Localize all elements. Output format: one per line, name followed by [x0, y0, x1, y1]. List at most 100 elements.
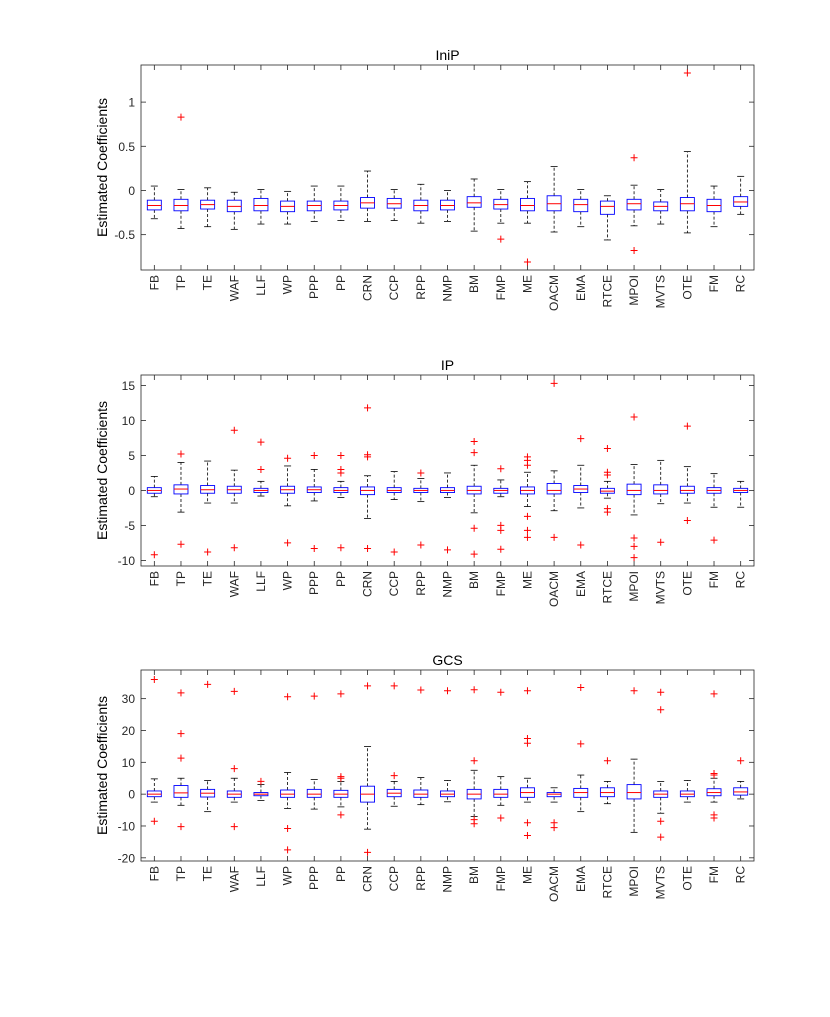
box-bm: BM — [466, 375, 482, 589]
outlier-marker — [284, 539, 292, 547]
iqr-box — [626, 483, 642, 496]
outlier-marker — [603, 471, 611, 479]
box-mpoi: MPOI — [626, 670, 642, 897]
outlier-marker — [337, 811, 345, 819]
box-ote: OTE — [679, 670, 695, 891]
outlier-marker — [497, 545, 505, 553]
outlier-marker — [523, 533, 531, 541]
box-llf: LLF — [253, 65, 269, 296]
outlier-marker — [710, 814, 718, 822]
outlier-marker — [257, 777, 265, 785]
chart-panel-ip: IP Estimated Coefficients -10 -5 0 5 10 15 FB TP T… — [94, 357, 755, 607]
x-tick-label: LLF — [254, 275, 268, 296]
outlier-marker — [470, 449, 478, 457]
x-tick-label: ME — [520, 275, 534, 293]
outlier-marker — [577, 684, 585, 692]
chart-title: GCS — [432, 652, 462, 668]
y-axis-label: Estimated Coefficients — [94, 401, 110, 540]
outlier-marker — [630, 247, 638, 255]
x-tick-label: NMP — [441, 571, 455, 598]
x-tick-label: ME — [520, 866, 534, 884]
outlier-marker — [364, 848, 372, 856]
x-tick-label: FM — [707, 275, 721, 292]
box-rc: RC — [733, 65, 749, 292]
x-tick-label: MVTS — [654, 866, 668, 899]
box-crn: CRN — [360, 670, 375, 892]
x-tick-label: BM — [467, 571, 481, 589]
x-tick-label: RTCE — [600, 866, 614, 898]
outlier-marker — [284, 825, 292, 833]
outlier-marker — [523, 832, 531, 840]
outlier-marker — [310, 451, 318, 459]
box-nmp: NMP — [440, 670, 455, 893]
y-tick-label: 0.5 — [118, 140, 135, 154]
box-tp: TP — [173, 670, 189, 881]
box-ppp: PPP — [306, 670, 322, 890]
x-tick-label: TP — [174, 571, 188, 586]
outlier-marker — [204, 680, 212, 688]
x-tick-label: MPOI — [627, 571, 641, 602]
outlier-marker — [177, 113, 185, 121]
x-tick-label: EMA — [574, 866, 588, 892]
outlier-marker — [550, 533, 558, 541]
outlier-marker — [177, 450, 185, 458]
box-ccp: CCP — [386, 65, 402, 300]
outlier-marker — [364, 545, 372, 553]
x-tick-label: EMA — [574, 571, 588, 597]
box-llf: LLF — [253, 375, 269, 592]
outlier-marker — [364, 682, 372, 690]
box-me: ME — [520, 670, 535, 884]
outlier-marker — [337, 690, 345, 698]
box-fb: FB — [146, 65, 162, 290]
iqr-box — [253, 197, 269, 212]
x-tick-label: MVTS — [654, 571, 668, 604]
x-tick-label: WAF — [227, 571, 241, 597]
x-tick-label: MPOI — [627, 866, 641, 897]
chart-title: IP — [441, 357, 454, 373]
box-ccp: CCP — [386, 670, 402, 891]
x-tick-label: TE — [201, 866, 215, 881]
box-ema: EMA — [573, 65, 589, 301]
x-tick-label: FM — [707, 866, 721, 883]
box-rpp: RPP — [413, 65, 429, 300]
box-tp: TP — [173, 65, 189, 290]
x-tick-label: CRN — [361, 275, 375, 301]
outlier-marker — [284, 454, 292, 462]
y-tick-label: 0 — [128, 184, 135, 198]
box-ote: OTE — [679, 375, 695, 596]
outlier-marker — [150, 676, 158, 684]
box-llf: LLF — [253, 670, 269, 887]
outlier-marker — [390, 548, 398, 556]
outlier-marker — [577, 740, 585, 748]
box-me: ME — [520, 375, 535, 589]
y-tick-label: -10 — [118, 554, 136, 568]
x-tick-label: MPOI — [627, 275, 641, 306]
box-pp: PP — [333, 670, 349, 882]
iqr-box — [626, 784, 642, 800]
outlier-marker — [630, 534, 638, 542]
outlier-marker — [683, 422, 691, 430]
outlier-marker — [710, 536, 718, 544]
box-mvts: MVTS — [653, 670, 669, 899]
outlier-marker — [630, 154, 638, 162]
x-tick-label: FMP — [494, 571, 508, 596]
outlier-marker — [470, 820, 478, 828]
box-me: ME — [520, 65, 535, 293]
outlier-marker — [657, 706, 665, 714]
chart-title: IniP — [435, 47, 459, 63]
x-tick-label: OACM — [547, 571, 561, 607]
x-tick-label: TP — [174, 866, 188, 881]
x-tick-label: RPP — [414, 866, 428, 891]
box-oacm: OACM — [546, 65, 562, 311]
outlier-marker — [523, 687, 531, 695]
box-te: TE — [200, 670, 216, 881]
box-ema: EMA — [573, 375, 589, 597]
box-pp: PP — [333, 375, 349, 587]
x-tick-label: NMP — [441, 275, 455, 302]
x-tick-label: CCP — [387, 275, 401, 300]
box-fmp: FMP — [493, 65, 509, 300]
box-ppp: PPP — [306, 375, 322, 595]
outlier-marker — [710, 771, 718, 779]
y-tick-label: 0 — [128, 788, 135, 802]
